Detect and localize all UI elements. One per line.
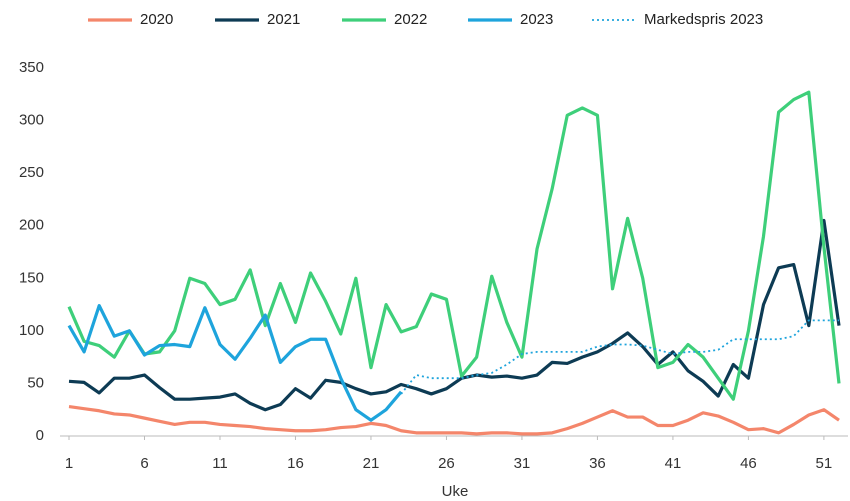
x-tick-label: 11 <box>212 455 228 472</box>
series-line <box>400 319 839 395</box>
x-tick-label: 21 <box>363 455 380 472</box>
legend-label: 2022 <box>394 11 427 28</box>
x-tick-label: 6 <box>140 455 148 472</box>
series-line <box>67 90 841 401</box>
x-tick-label: 41 <box>665 455 682 472</box>
y-tick-label: 200 <box>19 217 44 234</box>
series-line <box>68 218 841 412</box>
legend-label: 2021 <box>267 11 300 28</box>
x-tick-label: 16 <box>287 455 304 472</box>
y-tick-label: 300 <box>19 112 44 129</box>
x-tick-label: 26 <box>438 455 455 472</box>
y-tick-label: 0 <box>36 427 44 444</box>
y-tick-label: 150 <box>19 269 44 286</box>
y-tick-label: 100 <box>19 322 44 339</box>
x-tick-label: 1 <box>65 455 73 472</box>
y-tick-label: 350 <box>19 59 44 76</box>
x-tick-label: 46 <box>740 455 757 472</box>
x-axis-label: Uke <box>442 483 469 500</box>
legend-label: 2023 <box>520 11 553 28</box>
x-tick-label: 31 <box>514 455 531 472</box>
legend-label: Markedspris 2023 <box>644 11 763 28</box>
series-line <box>68 404 840 436</box>
x-tick-label: 51 <box>816 455 833 472</box>
y-tick-label: 50 <box>27 374 44 391</box>
legend-label: 2020 <box>140 11 173 28</box>
y-tick-label: 250 <box>19 164 44 181</box>
series-line <box>67 304 403 422</box>
x-tick-label: 36 <box>589 455 606 472</box>
